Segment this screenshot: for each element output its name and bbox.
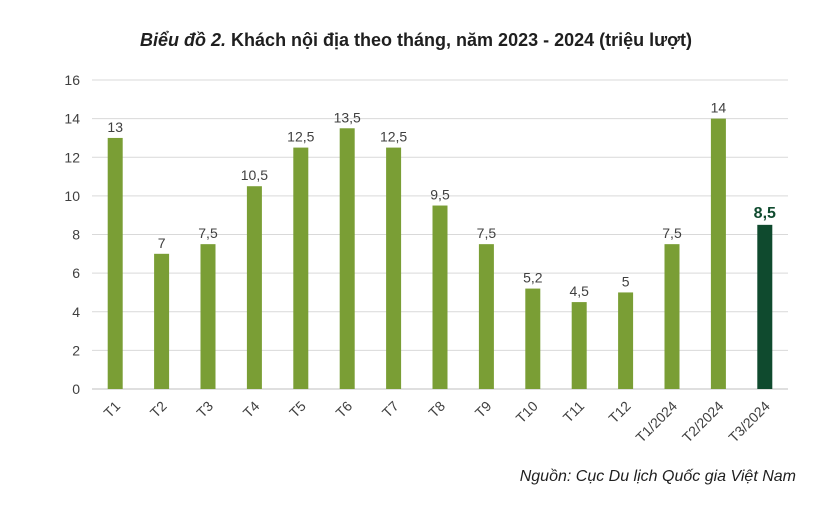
- bar-T6: [339, 128, 355, 389]
- data-label-T8: 9,5: [430, 187, 450, 203]
- bar-T5: [293, 147, 309, 389]
- bar-T1: [107, 137, 123, 389]
- chart-title: Biểu đồ 2. Khách nội địa theo tháng, năm…: [0, 30, 832, 51]
- data-label-T1: 13: [107, 119, 123, 135]
- bar-T2: [154, 253, 170, 389]
- x-tick-label-T5: T5: [286, 398, 309, 421]
- data-label-T2: 7: [158, 235, 166, 251]
- data-label-T9: 7,5: [477, 225, 497, 241]
- bar-T11: [571, 302, 587, 389]
- chart-title-main: Khách nội địa theo tháng, năm 2023 - 202…: [231, 30, 692, 50]
- data-label-T10: 5,2: [523, 270, 543, 286]
- data-label-T11: 4,5: [569, 283, 589, 299]
- y-tick-label: 0: [72, 381, 80, 397]
- data-label-T12: 5: [622, 273, 630, 289]
- y-tick-label: 2: [72, 342, 80, 358]
- x-tick-label-T9: T9: [472, 398, 495, 421]
- x-tick-label-T6: T6: [332, 398, 355, 421]
- bar-T8: [432, 205, 448, 389]
- x-tick-label-T11: T11: [560, 398, 588, 426]
- bar-T12: [618, 292, 634, 389]
- bar-layer: [107, 118, 773, 389]
- bar-T7: [386, 147, 402, 389]
- data-label-T6: 13,5: [334, 109, 361, 125]
- x-tick-label-T8: T8: [425, 398, 448, 421]
- data-label-T5: 12,5: [287, 129, 314, 145]
- data-label-T1/2024: 7,5: [662, 225, 682, 241]
- x-tick-label-T7: T7: [379, 398, 402, 421]
- chart-title-prefix: Biểu đồ 2.: [140, 30, 227, 50]
- x-tick-label-T1: T1: [100, 398, 123, 421]
- x-tick-label-T3: T3: [193, 398, 216, 421]
- data-label-T3: 7,5: [198, 225, 218, 241]
- bar-T3/2024: [757, 224, 773, 389]
- x-tick-label-T3/2024: T3/2024: [725, 398, 773, 446]
- bar-T10: [525, 288, 541, 389]
- bar-T3: [200, 244, 216, 389]
- y-tick-label: 16: [64, 72, 80, 88]
- y-tick-label: 6: [72, 265, 80, 281]
- y-tick-label: 12: [64, 149, 80, 165]
- bar-T2/2024: [710, 118, 726, 389]
- x-tick-label-T10: T10: [513, 398, 542, 427]
- x-tick-label-T1/2024: T1/2024: [632, 398, 680, 446]
- y-tick-label: 8: [72, 227, 80, 243]
- y-tick-label: 10: [64, 188, 80, 204]
- bar-T4: [246, 186, 262, 389]
- x-tick-label-T4: T4: [240, 398, 263, 421]
- chart-source: Nguồn: Cục Du lịch Quốc gia Việt Nam: [519, 468, 796, 485]
- data-label-T3/2024: 8,5: [754, 205, 776, 222]
- x-tick-label-T12: T12: [605, 398, 634, 427]
- data-label-T4: 10,5: [241, 167, 268, 183]
- y-tick-label: 14: [64, 111, 80, 127]
- x-tick-label-T2: T2: [147, 398, 170, 421]
- data-label-T7: 12,5: [380, 129, 407, 145]
- data-label-T2/2024: 14: [711, 100, 727, 116]
- y-tick-label: 4: [72, 304, 80, 320]
- bar-T1/2024: [664, 244, 680, 389]
- x-tick-label-T2/2024: T2/2024: [679, 398, 727, 446]
- bar-T9: [478, 244, 494, 389]
